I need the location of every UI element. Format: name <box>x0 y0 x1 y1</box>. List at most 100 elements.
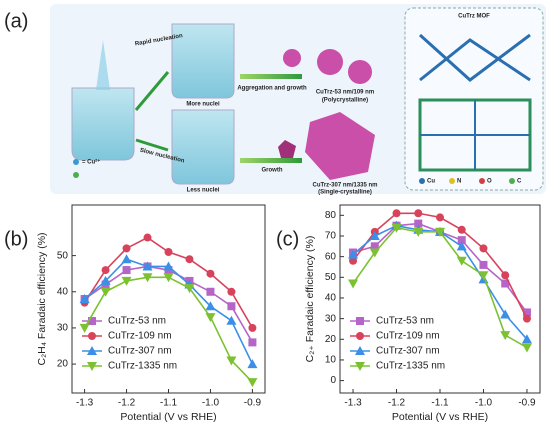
panel-label: (c) <box>276 228 299 250</box>
label: = Cu²⁺ <box>82 159 100 166</box>
beaker <box>71 87 135 161</box>
marker <box>227 302 236 311</box>
marker <box>100 275 111 285</box>
marker <box>88 317 96 325</box>
y-tick-label: 40 <box>57 286 69 297</box>
element-dot <box>509 178 515 184</box>
label: More nuclei <box>186 102 220 108</box>
marker <box>227 287 236 296</box>
arrow <box>134 71 170 111</box>
single-crystal <box>305 112 375 180</box>
legend-label: CuTrz-1335 nm <box>376 361 445 372</box>
marker <box>436 213 444 222</box>
marker <box>435 227 445 237</box>
legend-label: CuTrz-1335 nm <box>108 361 177 372</box>
y-tick-label: 80 <box>325 210 337 221</box>
x-tick-label: -0.9 <box>244 398 262 409</box>
marker <box>101 266 110 275</box>
legend-label: CuTrz-53 nm <box>108 316 166 327</box>
marker <box>414 219 423 228</box>
mof-lattice <box>420 100 530 170</box>
marker <box>414 209 423 218</box>
y-tick-label: 30 <box>57 323 69 334</box>
marker <box>248 323 257 332</box>
x-axis-label: Potential (V vs RHE) <box>392 411 488 423</box>
marker <box>184 284 195 294</box>
y-axis-label: C₂H₄ Faradaic efficiency (%) <box>36 232 48 365</box>
marker <box>122 244 131 253</box>
marker <box>355 346 365 355</box>
x-tick-label: -1.1 <box>160 398 178 409</box>
element-dot <box>449 178 455 184</box>
y-tick-label: 20 <box>325 334 337 345</box>
marker <box>479 260 488 269</box>
marker <box>521 334 532 344</box>
marker <box>356 332 364 340</box>
marker <box>205 313 216 323</box>
label: CuTrz-307 nm/1335 nm <box>312 183 377 189</box>
element-dot <box>419 178 425 184</box>
marker <box>413 227 424 237</box>
x-tick-label: -0.9 <box>518 398 536 409</box>
y-tick-label: 50 <box>325 272 337 283</box>
marker <box>369 230 380 240</box>
x-tick-label: -1.0 <box>475 398 493 409</box>
marker <box>478 271 489 281</box>
series-line <box>352 222 528 313</box>
drop-stream <box>96 40 110 90</box>
marker <box>457 236 466 245</box>
marker <box>88 332 96 340</box>
label: Aggregation and growth <box>237 86 307 92</box>
beaker <box>171 109 235 185</box>
label: CuTrz MOF <box>458 14 490 20</box>
marker <box>122 266 131 275</box>
legend-label: CuTrz-307 nm <box>108 346 172 357</box>
icon <box>73 159 79 165</box>
marker <box>100 287 111 297</box>
y-tick-label: 30 <box>325 313 337 324</box>
marker <box>142 261 153 271</box>
marker <box>392 209 401 218</box>
marker <box>142 273 153 283</box>
marker <box>522 308 531 317</box>
marker <box>87 346 97 355</box>
marker <box>163 273 174 283</box>
icon <box>73 172 79 178</box>
label: Growth <box>262 168 283 174</box>
y-tick-label: 70 <box>325 231 337 242</box>
marker <box>121 254 132 264</box>
marker <box>226 356 237 366</box>
label: CuTrz-53 nm/109 nm <box>316 90 374 96</box>
element-legend: Cu N O C <box>419 178 522 185</box>
particle <box>348 60 372 84</box>
y-tick-label: 60 <box>325 251 337 262</box>
marker <box>248 338 257 347</box>
marker <box>226 315 237 325</box>
marker <box>247 378 258 388</box>
arrow <box>240 74 302 79</box>
legend-label: CuTrz-109 nm <box>108 331 172 342</box>
y-tick-label: 0 <box>330 375 336 386</box>
x-tick-label: -1.1 <box>431 398 449 409</box>
marker <box>185 255 194 264</box>
marker <box>355 362 365 371</box>
particle <box>283 49 301 67</box>
marker <box>501 271 510 280</box>
marker <box>369 248 380 258</box>
arrow <box>135 138 169 152</box>
marker <box>164 248 173 256</box>
marker <box>501 279 510 288</box>
y-tick-label: 50 <box>57 250 69 261</box>
marker <box>206 287 215 296</box>
label: (Single-crystalline) <box>318 190 372 196</box>
x-tick-label: -1.2 <box>388 398 406 409</box>
x-tick-label: -1.3 <box>76 398 94 409</box>
marker <box>500 331 511 341</box>
marker <box>143 233 152 242</box>
x-tick-label: -1.0 <box>202 398 220 409</box>
marker <box>87 362 97 371</box>
arrow <box>240 158 302 163</box>
small-crystal <box>278 140 296 158</box>
marker <box>356 317 364 325</box>
marker <box>206 269 215 278</box>
